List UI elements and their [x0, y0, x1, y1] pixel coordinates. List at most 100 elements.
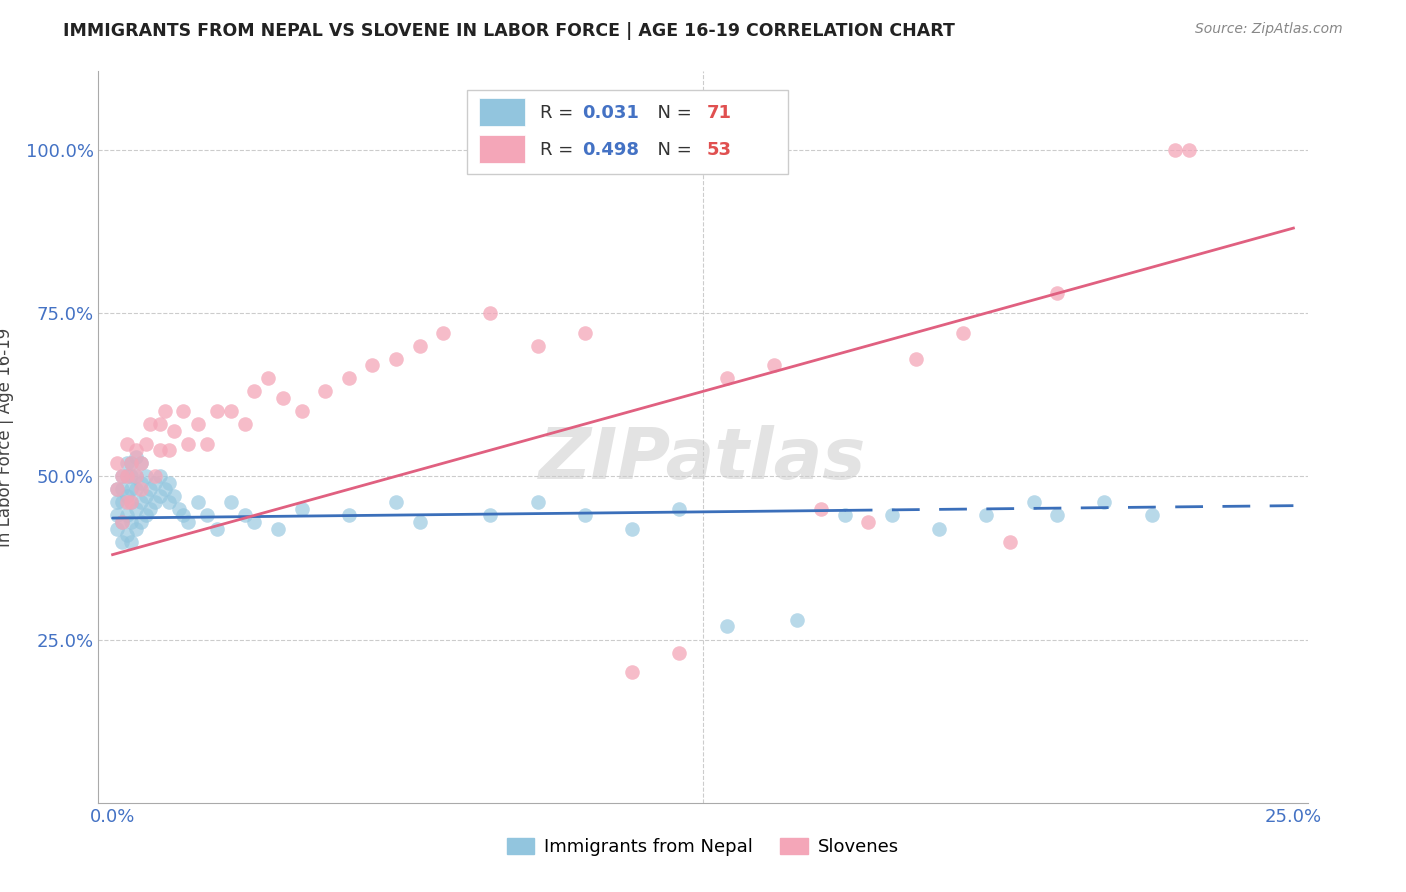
Slovenes [129, 483, 152, 497]
Legend: Immigrants from Nepal, Slovenes: Immigrants from Nepal, Slovenes [499, 830, 907, 863]
Immigrants from Nepal [205, 521, 228, 535]
Slovenes [290, 404, 312, 418]
Slovenes [105, 456, 128, 470]
Immigrants from Nepal [125, 450, 148, 464]
Immigrants from Nepal [153, 483, 176, 497]
Immigrants from Nepal [105, 508, 128, 523]
Slovenes [243, 384, 266, 399]
Immigrants from Nepal [105, 521, 128, 535]
Immigrants from Nepal [1046, 508, 1069, 523]
Slovenes [1164, 143, 1187, 157]
Slovenes [149, 417, 172, 431]
Immigrants from Nepal [121, 515, 143, 529]
FancyBboxPatch shape [479, 135, 526, 163]
Immigrants from Nepal [115, 508, 138, 523]
Slovenes [1178, 143, 1201, 157]
Immigrants from Nepal [976, 508, 998, 523]
Slovenes [111, 515, 134, 529]
Slovenes [233, 417, 256, 431]
Immigrants from Nepal [621, 521, 644, 535]
Slovenes [257, 371, 280, 385]
Slovenes [205, 404, 228, 418]
Slovenes [314, 384, 336, 399]
Immigrants from Nepal [115, 528, 138, 542]
Immigrants from Nepal [115, 456, 138, 470]
Slovenes [135, 436, 157, 450]
Immigrants from Nepal [668, 502, 690, 516]
Immigrants from Nepal [167, 502, 190, 516]
Slovenes [115, 495, 138, 509]
Immigrants from Nepal [105, 483, 128, 497]
Slovenes [105, 483, 128, 497]
Slovenes [432, 326, 454, 340]
Slovenes [904, 351, 927, 366]
Immigrants from Nepal [233, 508, 256, 523]
Immigrants from Nepal [111, 515, 134, 529]
Immigrants from Nepal [928, 521, 950, 535]
Slovenes [177, 436, 200, 450]
Immigrants from Nepal [125, 502, 148, 516]
Slovenes [810, 502, 832, 516]
Slovenes [129, 456, 152, 470]
Immigrants from Nepal [129, 456, 152, 470]
Text: N =: N = [647, 104, 697, 122]
Slovenes [219, 404, 242, 418]
Slovenes [163, 424, 186, 438]
Immigrants from Nepal [121, 469, 143, 483]
Slovenes [149, 443, 172, 458]
Immigrants from Nepal [243, 515, 266, 529]
Slovenes [385, 351, 408, 366]
Slovenes [153, 404, 176, 418]
Text: 0.498: 0.498 [582, 141, 640, 159]
Slovenes [121, 456, 143, 470]
Slovenes [526, 339, 548, 353]
Slovenes [858, 515, 880, 529]
Immigrants from Nepal [135, 469, 157, 483]
Slovenes [479, 306, 502, 320]
Immigrants from Nepal [129, 475, 152, 490]
Immigrants from Nepal [121, 456, 143, 470]
Immigrants from Nepal [125, 483, 148, 497]
Immigrants from Nepal [105, 495, 128, 509]
Immigrants from Nepal [267, 521, 290, 535]
Slovenes [125, 443, 148, 458]
Immigrants from Nepal [385, 495, 408, 509]
Immigrants from Nepal [121, 483, 143, 497]
Text: R =: R = [540, 141, 579, 159]
Text: N =: N = [647, 141, 697, 159]
Immigrants from Nepal [408, 515, 430, 529]
Slovenes [716, 371, 738, 385]
Slovenes [361, 358, 384, 372]
Immigrants from Nepal [143, 495, 166, 509]
Immigrants from Nepal [880, 508, 903, 523]
Text: IMMIGRANTS FROM NEPAL VS SLOVENE IN LABOR FORCE | AGE 16-19 CORRELATION CHART: IMMIGRANTS FROM NEPAL VS SLOVENE IN LABO… [63, 22, 955, 40]
Immigrants from Nepal [115, 489, 138, 503]
Immigrants from Nepal [337, 508, 360, 523]
Slovenes [187, 417, 209, 431]
Immigrants from Nepal [135, 489, 157, 503]
Immigrants from Nepal [139, 483, 162, 497]
FancyBboxPatch shape [467, 90, 787, 174]
FancyBboxPatch shape [479, 98, 526, 127]
Text: ZIPatlas: ZIPatlas [540, 425, 866, 493]
Immigrants from Nepal [834, 508, 856, 523]
Immigrants from Nepal [111, 483, 134, 497]
Immigrants from Nepal [135, 508, 157, 523]
Slovenes [998, 534, 1021, 549]
Immigrants from Nepal [157, 495, 180, 509]
Immigrants from Nepal [716, 619, 738, 633]
Immigrants from Nepal [786, 613, 808, 627]
Slovenes [668, 646, 690, 660]
Slovenes [337, 371, 360, 385]
Immigrants from Nepal [125, 521, 148, 535]
Immigrants from Nepal [574, 508, 596, 523]
Slovenes [139, 417, 162, 431]
Immigrants from Nepal [1140, 508, 1163, 523]
Immigrants from Nepal [195, 508, 218, 523]
Immigrants from Nepal [219, 495, 242, 509]
Slovenes [125, 469, 148, 483]
Immigrants from Nepal [526, 495, 548, 509]
Slovenes [271, 391, 294, 405]
Immigrants from Nepal [121, 495, 143, 509]
Slovenes [115, 436, 138, 450]
